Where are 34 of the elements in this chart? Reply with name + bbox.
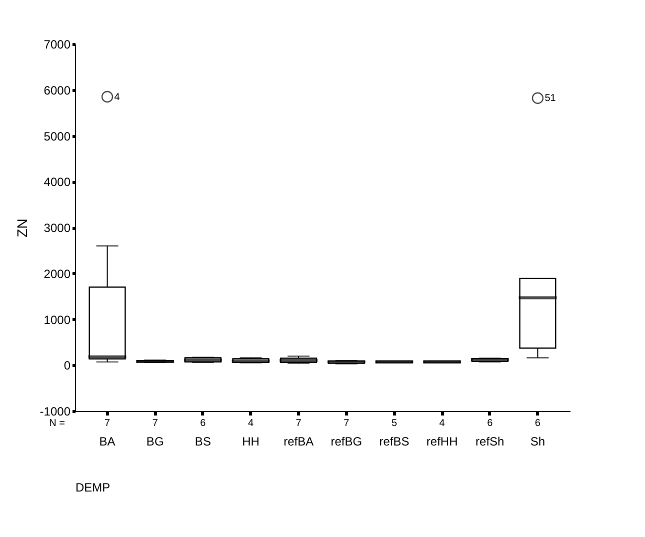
x-tick-label: refBA — [284, 434, 314, 448]
x-tick-label: BA — [99, 434, 116, 448]
x-tick-label: refBG — [330, 434, 362, 448]
text: 6 — [200, 418, 206, 429]
y-tick-label: 1000 — [44, 312, 71, 327]
text: 7 — [296, 418, 302, 429]
x-tick-label: HH — [242, 434, 260, 448]
text: 4 — [439, 418, 446, 429]
text: 4 — [248, 418, 254, 429]
y-tick-label: 3000 — [44, 221, 71, 235]
annotation: 51 — [544, 93, 556, 104]
y-tick-label: 0 — [64, 358, 71, 373]
text: 7 — [344, 418, 350, 429]
text: 7 — [152, 418, 158, 429]
x-tick-label: BS — [194, 434, 211, 448]
annotation: 4 — [114, 92, 120, 103]
y-tick-label: 4000 — [44, 175, 71, 190]
x-tick-label: refBS — [379, 434, 410, 448]
y-axis-title: ZN — [14, 218, 30, 238]
x-tick-label: refSh — [476, 434, 504, 448]
y-tick-label: 7000 — [44, 38, 71, 52]
y-tick-label: -1000 — [40, 404, 71, 418]
text: 5 — [391, 418, 398, 429]
y-tick-label: 5000 — [44, 129, 71, 144]
x-tick-label: Sh — [530, 434, 546, 448]
x-axis-title: DEMP — [76, 480, 110, 494]
y-tick-label: 6000 — [44, 83, 71, 98]
x-tick-label: BG — [146, 434, 164, 448]
text: N = — [49, 418, 66, 429]
y-tick-label: 2000 — [44, 266, 71, 281]
x-tick-label: refHH — [426, 434, 458, 448]
text: 6 — [534, 418, 541, 429]
text: 7 — [104, 418, 110, 429]
text: 6 — [487, 418, 494, 429]
